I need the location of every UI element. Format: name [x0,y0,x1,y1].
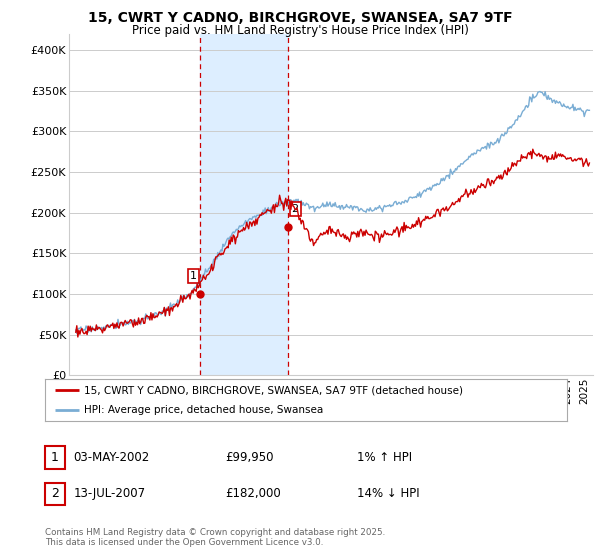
Text: Price paid vs. HM Land Registry's House Price Index (HPI): Price paid vs. HM Land Registry's House … [131,24,469,36]
Text: 13-JUL-2007: 13-JUL-2007 [73,487,145,501]
Text: 15, CWRT Y CADNO, BIRCHGROVE, SWANSEA, SA7 9TF: 15, CWRT Y CADNO, BIRCHGROVE, SWANSEA, S… [88,11,512,25]
Text: £182,000: £182,000 [225,487,281,501]
Text: HPI: Average price, detached house, Swansea: HPI: Average price, detached house, Swan… [84,405,323,415]
Text: 1: 1 [51,451,59,464]
Text: Contains HM Land Registry data © Crown copyright and database right 2025.
This d: Contains HM Land Registry data © Crown c… [45,528,385,547]
Text: 03-MAY-2002: 03-MAY-2002 [73,451,149,464]
Text: 14% ↓ HPI: 14% ↓ HPI [357,487,419,501]
Text: 1: 1 [190,271,197,281]
Text: 15, CWRT Y CADNO, BIRCHGROVE, SWANSEA, SA7 9TF (detached house): 15, CWRT Y CADNO, BIRCHGROVE, SWANSEA, S… [84,385,463,395]
Text: 2: 2 [51,487,59,501]
Bar [200,34,289,375]
Text: £99,950: £99,950 [225,451,274,464]
Text: 2: 2 [292,204,299,214]
Text: 1% ↑ HPI: 1% ↑ HPI [357,451,412,464]
